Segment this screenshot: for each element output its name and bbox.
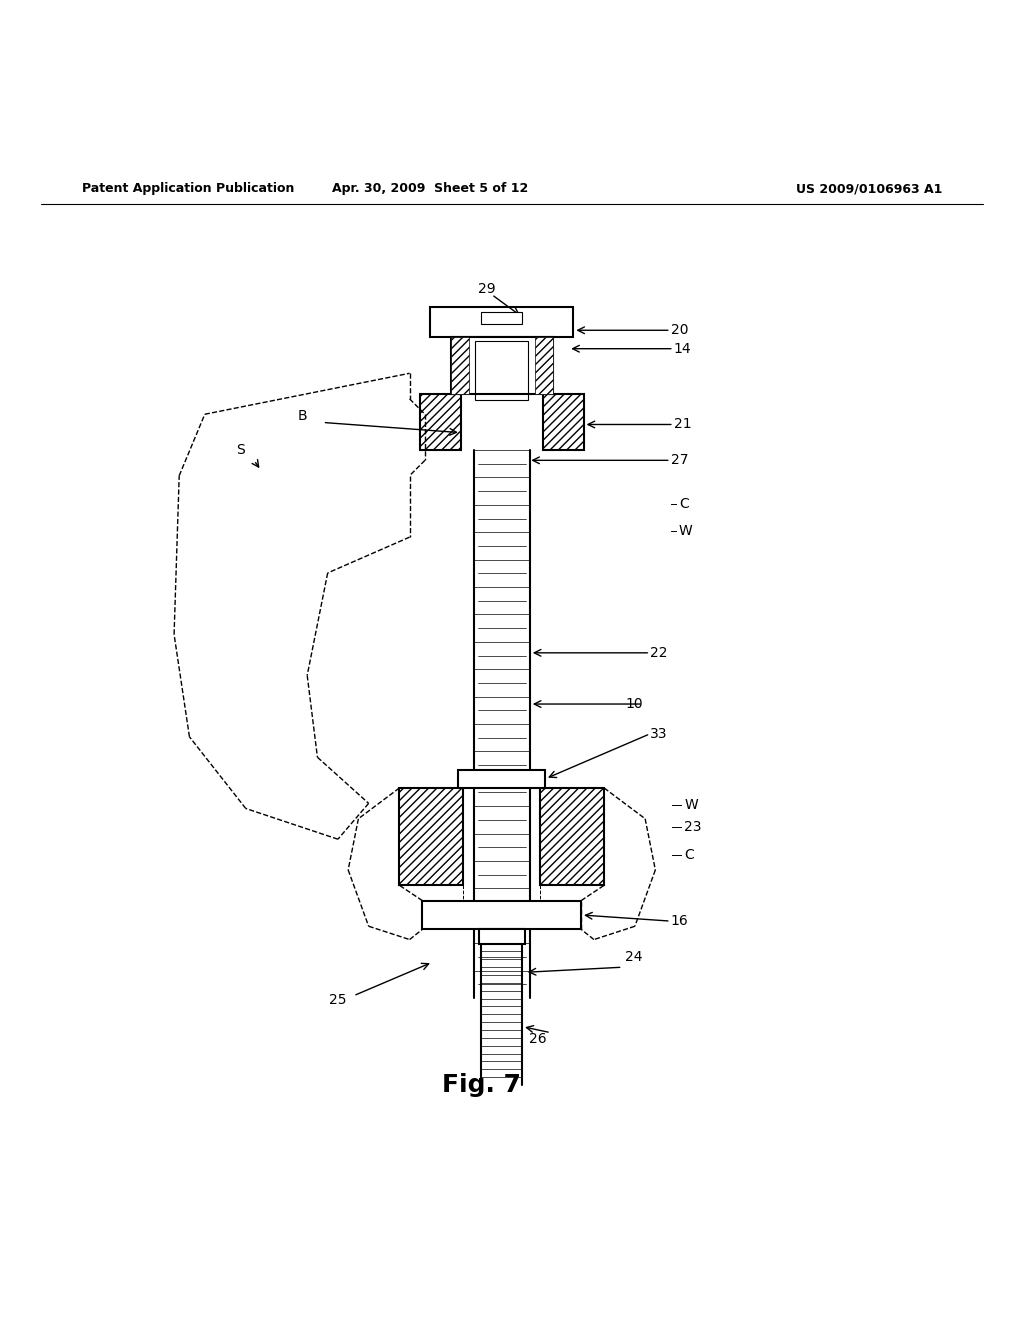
Polygon shape xyxy=(535,338,553,393)
Text: 25: 25 xyxy=(329,993,347,1007)
FancyBboxPatch shape xyxy=(422,900,582,929)
Text: 22: 22 xyxy=(650,645,668,660)
Text: C: C xyxy=(684,847,694,862)
Text: US 2009/0106963 A1: US 2009/0106963 A1 xyxy=(796,182,942,195)
FancyBboxPatch shape xyxy=(481,312,522,325)
Text: C: C xyxy=(679,498,689,511)
Text: Patent Application Publication: Patent Application Publication xyxy=(82,182,294,195)
FancyBboxPatch shape xyxy=(430,306,573,338)
Text: 10: 10 xyxy=(626,697,643,711)
Text: 20: 20 xyxy=(671,323,688,338)
Polygon shape xyxy=(420,393,461,450)
Text: W: W xyxy=(684,799,697,812)
Text: 21: 21 xyxy=(674,417,691,432)
Text: 27: 27 xyxy=(671,453,688,467)
Text: 23: 23 xyxy=(684,820,701,834)
Text: 14: 14 xyxy=(674,342,691,355)
Text: 24: 24 xyxy=(625,950,642,964)
FancyBboxPatch shape xyxy=(451,338,553,393)
Polygon shape xyxy=(451,338,469,393)
Text: 33: 33 xyxy=(650,727,668,741)
Text: B: B xyxy=(297,409,307,424)
FancyBboxPatch shape xyxy=(459,770,545,788)
Text: W: W xyxy=(679,524,692,539)
Text: S: S xyxy=(237,444,245,457)
Text: 16: 16 xyxy=(671,915,688,928)
Text: Apr. 30, 2009  Sheet 5 of 12: Apr. 30, 2009 Sheet 5 of 12 xyxy=(332,182,528,195)
Text: Fig. 7: Fig. 7 xyxy=(441,1073,521,1097)
Text: 29: 29 xyxy=(477,282,496,296)
FancyBboxPatch shape xyxy=(478,929,524,944)
Text: 26: 26 xyxy=(528,1032,547,1045)
Polygon shape xyxy=(541,788,604,886)
Polygon shape xyxy=(543,393,584,450)
Polygon shape xyxy=(399,788,463,886)
